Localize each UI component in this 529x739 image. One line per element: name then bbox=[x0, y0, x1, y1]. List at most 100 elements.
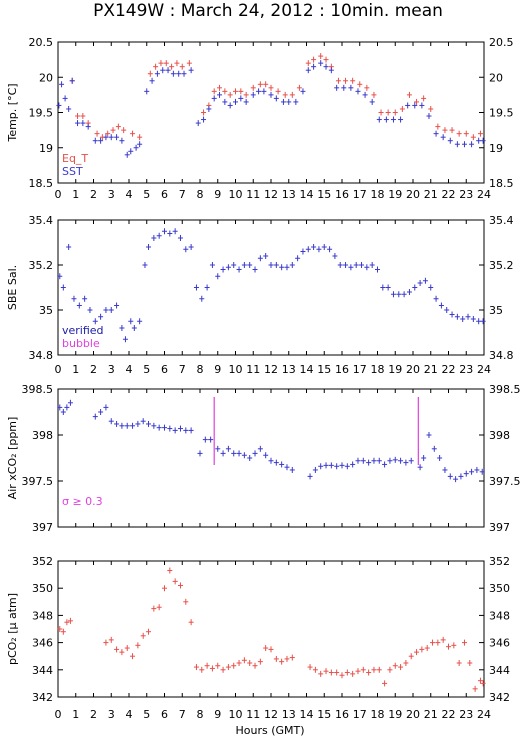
x-tick-label: 5 bbox=[143, 708, 150, 721]
x-tick-label: 20 bbox=[406, 363, 420, 376]
y-tick-label-right: 398.5 bbox=[489, 383, 521, 396]
x-tick-label: 7 bbox=[179, 708, 186, 721]
y-tick-label-right: 35.4 bbox=[489, 214, 514, 227]
x-tick-label: 0 bbox=[55, 363, 62, 376]
x-tick-label: 14 bbox=[300, 363, 314, 376]
x-tick-label: 11 bbox=[246, 708, 260, 721]
x-tick-label: 12 bbox=[264, 708, 278, 721]
legend-entry: bubble bbox=[62, 337, 100, 350]
y-tick-label-left: 398 bbox=[32, 429, 53, 442]
x-tick-label: 10 bbox=[229, 708, 243, 721]
x-tick-label: 8 bbox=[197, 188, 204, 201]
x-tick-label: 2 bbox=[90, 188, 97, 201]
x-tick-label: 7 bbox=[179, 188, 186, 201]
x-tick-label: 16 bbox=[335, 363, 349, 376]
y-tick-label-left: 35.2 bbox=[29, 259, 54, 272]
panel-1: 0 1 2 3 4 5 6 7 8 9 10 11 12 13 14 15 16 17 18 19 20 21 22 23 24… bbox=[6, 36, 514, 201]
y-tick-label-right: 398 bbox=[489, 429, 510, 442]
y-tick-label-right: 34.8 bbox=[489, 349, 514, 362]
x-tick-label: 6 bbox=[161, 708, 168, 721]
x-tick-label: 21 bbox=[424, 188, 438, 201]
panel-4: 0 1 2 3 4 5 6 7 8 9 10 11 12 13 14 15 16 17 18 19 20 21 22 23 24… bbox=[6, 555, 510, 721]
y-tick-label-right: 35 bbox=[489, 304, 503, 317]
x-tick-label: 15 bbox=[317, 708, 331, 721]
panels: 0 1 2 3 4 5 6 7 8 9 10 11 12 13 14 15 16 17 18 19 20 21 22 23 24… bbox=[6, 36, 521, 721]
y-tick-label-right: 350 bbox=[489, 582, 510, 595]
x-tick-label: 2 bbox=[90, 363, 97, 376]
y-tick-label-left: 346 bbox=[32, 637, 53, 650]
x-tick-label: 21 bbox=[424, 708, 438, 721]
x-tick-label: 15 bbox=[317, 363, 331, 376]
x-tick-label: 3 bbox=[108, 363, 115, 376]
x-tick-label: 1 bbox=[72, 363, 79, 376]
y-tick-label-left: 342 bbox=[32, 691, 53, 704]
x-tick-label: 12 bbox=[264, 363, 278, 376]
x-tick-label: 7 bbox=[179, 363, 186, 376]
x-tick-label: 13 bbox=[282, 708, 296, 721]
y-axis-label: SBE Sal. bbox=[6, 265, 19, 310]
y-tick-label-left: 18.5 bbox=[29, 177, 54, 190]
x-tick-label: 16 bbox=[335, 188, 349, 201]
x-tick-label: 9 bbox=[214, 363, 221, 376]
legend-entry: verified bbox=[62, 324, 104, 337]
x-tick-label: 16 bbox=[335, 708, 349, 721]
y-tick-label-left: 35 bbox=[39, 304, 53, 317]
x-tick-label: 18 bbox=[371, 363, 385, 376]
x-tick-label: 18 bbox=[371, 708, 385, 721]
chart-title: PX149W : March 24, 2012 : 10min. mean bbox=[93, 1, 443, 21]
x-tick-label: 4 bbox=[126, 188, 133, 201]
x-tick-label: 23 bbox=[459, 708, 473, 721]
y-tick-label-right: 397 bbox=[489, 521, 510, 534]
y-tick-label-left: 20.5 bbox=[29, 36, 54, 49]
x-tick-label: 17 bbox=[353, 708, 367, 721]
series-sst bbox=[56, 60, 486, 158]
y-tick-label-left: 352 bbox=[32, 555, 53, 568]
y-tick-label-right: 348 bbox=[489, 609, 510, 622]
x-tick-label: 9 bbox=[214, 708, 221, 721]
y-tick-label-left: 398.5 bbox=[22, 383, 54, 396]
panel-3: 397 397 397.5 397.5 398 398 398.5 398.5 Air xCO₂… bbox=[6, 383, 521, 534]
x-tick-label: 13 bbox=[282, 188, 296, 201]
x-tick-label: 22 bbox=[442, 188, 456, 201]
y-tick-label-left: 344 bbox=[32, 664, 53, 677]
x-tick-label: 19 bbox=[388, 708, 402, 721]
x-tick-label: 19 bbox=[388, 363, 402, 376]
x-tick-label: 11 bbox=[246, 188, 260, 201]
y-tick-label-right: 344 bbox=[489, 664, 510, 677]
x-tick-label: 24 bbox=[477, 363, 491, 376]
x-tick-label: 15 bbox=[317, 188, 331, 201]
x-tick-label: 20 bbox=[406, 708, 420, 721]
y-tick-label-left: 34.8 bbox=[29, 349, 54, 362]
x-tick-label: 20 bbox=[406, 188, 420, 201]
y-axis-label: Temp. [°C] bbox=[6, 83, 19, 142]
x-tick-label: 6 bbox=[161, 188, 168, 201]
x-tick-label: 4 bbox=[126, 363, 133, 376]
y-tick-label-right: 346 bbox=[489, 637, 510, 650]
plot-frame bbox=[57, 219, 485, 356]
y-tick-label-right: 20.5 bbox=[489, 36, 514, 49]
legend-entry: SST bbox=[62, 165, 83, 178]
x-tick-label: 23 bbox=[459, 363, 473, 376]
x-tick-label: 12 bbox=[264, 188, 278, 201]
y-tick-label-left: 35.4 bbox=[29, 214, 54, 227]
x-tick-label: 8 bbox=[197, 363, 204, 376]
y-tick-label-right: 18.5 bbox=[489, 177, 514, 190]
y-tick-label-right: 35.2 bbox=[489, 259, 514, 272]
y-tick-label-right: 342 bbox=[489, 691, 510, 704]
y-tick-label-left: 397 bbox=[32, 521, 53, 534]
y-tick-label-right: 352 bbox=[489, 555, 510, 568]
x-axis-label: Hours (GMT) bbox=[235, 724, 304, 737]
y-tick-label-left: 20 bbox=[39, 71, 53, 84]
x-tick-label: 18 bbox=[371, 188, 385, 201]
x-tick-label: 4 bbox=[126, 708, 133, 721]
x-tick-label: 19 bbox=[388, 188, 402, 201]
y-tick-label-right: 19 bbox=[489, 142, 503, 155]
x-tick-label: 24 bbox=[477, 708, 491, 721]
x-tick-label: 14 bbox=[300, 708, 314, 721]
x-tick-label: 22 bbox=[442, 363, 456, 376]
series-pco2 bbox=[57, 567, 486, 692]
x-tick-label: 5 bbox=[143, 363, 150, 376]
series-eq-t bbox=[69, 53, 483, 141]
series-verified bbox=[57, 399, 485, 483]
plot-frame bbox=[57, 560, 485, 698]
